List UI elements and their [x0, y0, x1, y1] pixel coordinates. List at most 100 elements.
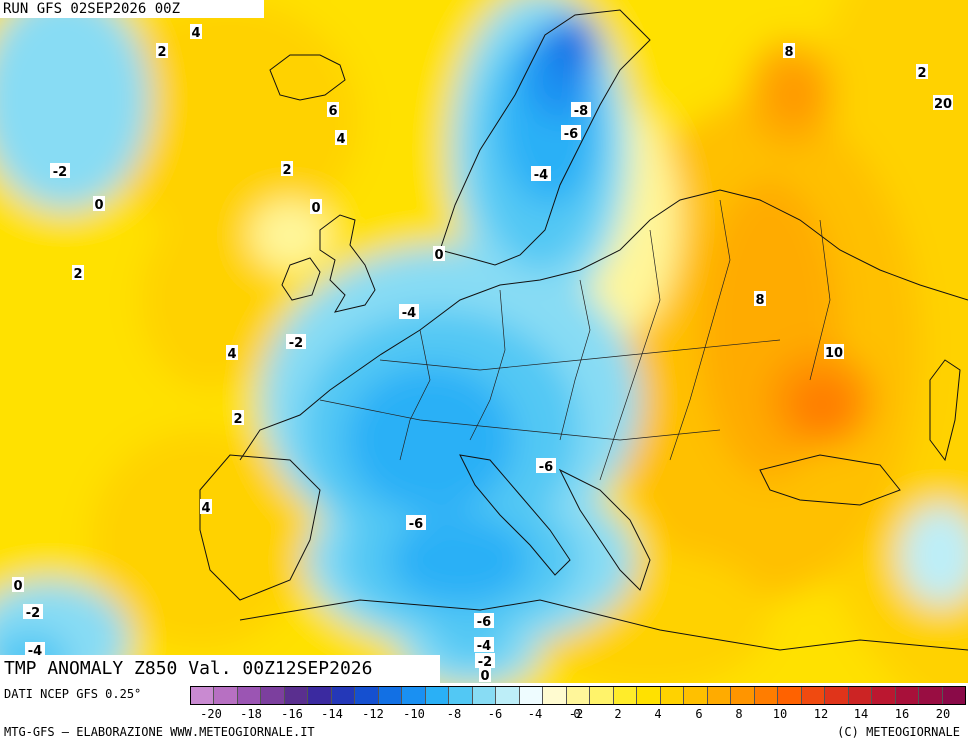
colorbar-cell — [778, 687, 802, 704]
contour-label: -4 — [402, 306, 416, 321]
contour-label-bg — [474, 613, 494, 628]
colorbar-cell — [895, 687, 920, 704]
contour-label: -6 — [539, 460, 553, 475]
colorbar-tick-label: 2 — [614, 707, 622, 721]
colorbar-tick-label: 6 — [695, 707, 703, 721]
contour-label: -6 — [409, 517, 423, 532]
colorbar-tick-label: 20 — [935, 707, 951, 721]
contour-label-bg — [72, 265, 84, 280]
colorbar-cell — [707, 687, 732, 704]
scandinavia-coast — [439, 9, 651, 266]
footer: DATI NCEP GFS 0.25° -20 -18 -16 -14 -12 -10 -8… — [0, 683, 968, 745]
colorbar-tick-label: 4 — [654, 707, 662, 721]
colorbar-tick-label: -12 — [362, 707, 384, 721]
contour-label-bg — [286, 334, 306, 349]
colorbar-ticks: -20 -18 -16 -14 -12 -10 -8 -6 -4 -2 0 2 4 6 8 10 12 14 16 2… — [190, 707, 966, 723]
contour-label: 2 — [157, 45, 166, 60]
colorbar-cell — [425, 687, 450, 704]
contour-label-bg — [536, 458, 556, 473]
colorbar-cell — [848, 687, 873, 704]
contour-label-bg — [561, 125, 581, 140]
colorbar-cell — [731, 687, 755, 704]
colorbar-cell — [519, 687, 544, 704]
contour-label-bg — [474, 637, 494, 652]
colorbar-tick-label: -18 — [240, 707, 262, 721]
colorbar-tick-label: -2 — [568, 707, 584, 721]
coastlines — [199, 9, 968, 651]
contour-label: 2 — [282, 163, 291, 178]
colorbar-cell — [543, 687, 567, 704]
britain-coast — [319, 214, 376, 313]
contour-label-bg — [571, 102, 591, 117]
contour-label-bg — [531, 166, 551, 181]
colorbar-tick-label: -8 — [446, 707, 462, 721]
contour-label-bg — [399, 304, 419, 319]
contour-label-bg — [156, 43, 168, 58]
colorbar-cell — [237, 687, 262, 704]
colorbar-tick-label: -4 — [527, 707, 543, 721]
borders — [319, 199, 831, 481]
colorbar-cell — [191, 687, 215, 704]
contour-label: 0 — [434, 248, 443, 263]
contour-label-bg — [933, 95, 953, 110]
contour-label-bg — [824, 344, 844, 359]
contour-label: -2 — [478, 655, 492, 670]
colorbar-tick-label: 14 — [853, 707, 869, 721]
contour-label-bg — [50, 163, 70, 178]
contour-label: 8 — [784, 45, 793, 60]
contour-label-bg — [479, 667, 491, 682]
contour-label-bg — [433, 246, 445, 261]
contour-label-bg — [23, 604, 43, 619]
colorbar-tick-label: 10 — [772, 707, 788, 721]
credit-left: MTG-GFS – ELABORAZIONE WWW.METEOGIORNALE… — [4, 725, 315, 739]
contour-label-bg — [335, 130, 347, 145]
colorbar-cell — [660, 687, 685, 704]
colorbar-tick-label: 16 — [894, 707, 910, 721]
contour-label-bg — [281, 161, 293, 176]
colorbar-cell — [284, 687, 309, 704]
contour-label: -2 — [26, 606, 40, 621]
colorbar-cell — [613, 687, 638, 704]
contour-label-bg — [93, 196, 105, 211]
contour-label-bg — [783, 43, 795, 58]
credit-right: (C) METEOGIORNALE — [837, 725, 960, 739]
north-africa-coast — [239, 599, 968, 651]
iberia-coast — [199, 454, 321, 601]
colorbar-tick-label: 8 — [735, 707, 743, 721]
colorbar-tick-label: -16 — [281, 707, 303, 721]
colorbar-tick-label: -6 — [487, 707, 503, 721]
contour-label: 4 — [201, 501, 210, 516]
contour-label: -6 — [477, 615, 491, 630]
colorbar-cell — [566, 687, 591, 704]
contour-label: -8 — [574, 104, 588, 119]
colorbar-cell — [402, 687, 426, 704]
contour-label: -4 — [534, 168, 548, 183]
colorbar-cell — [472, 687, 497, 704]
colorbar-cell — [825, 687, 849, 704]
contour-label-bg — [406, 515, 426, 530]
balkans-coast — [558, 468, 651, 591]
continent-coast — [239, 189, 968, 461]
colorbar-tick-label: -10 — [403, 707, 425, 721]
colorbar-cell — [754, 687, 779, 704]
contour-label: 0 — [480, 669, 489, 683]
colorbar-cell — [801, 687, 826, 704]
contour-label-bg — [475, 653, 495, 668]
colorbar-tick-label: -14 — [321, 707, 343, 721]
ireland-coast — [281, 257, 321, 301]
contour-label-bg — [916, 64, 928, 79]
contour-label-bg — [25, 642, 45, 657]
colorbar-cell — [331, 687, 356, 704]
contour-label: 2 — [73, 267, 82, 282]
colorbar-tick-label: -20 — [200, 707, 222, 721]
contour-label: -2 — [289, 336, 303, 351]
contour-label: 0 — [311, 201, 320, 216]
field-title: TMP ANOMALY Z850 Val. 00Z12SEP2026 — [0, 655, 440, 683]
contour-label: 0 — [94, 198, 103, 213]
colorbar-cell — [590, 687, 614, 704]
contour-label-bg — [190, 24, 202, 39]
contour-label: -4 — [477, 639, 491, 654]
colorbar-cell — [872, 687, 896, 704]
